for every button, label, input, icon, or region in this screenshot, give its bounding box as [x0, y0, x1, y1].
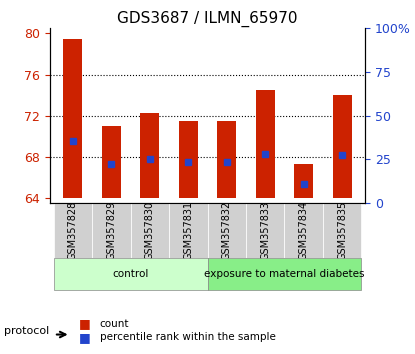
Bar: [140, 113, 159, 198]
Text: ■: ■: [79, 331, 90, 344]
Text: percentile rank within the sample: percentile rank within the sample: [100, 332, 276, 342]
Text: protocol: protocol: [4, 326, 49, 336]
Text: GSM357834: GSM357834: [299, 201, 309, 260]
FancyBboxPatch shape: [323, 203, 361, 258]
FancyBboxPatch shape: [246, 203, 284, 258]
Title: GDS3687 / ILMN_65970: GDS3687 / ILMN_65970: [117, 11, 298, 27]
Text: count: count: [100, 319, 129, 329]
Text: GSM357835: GSM357835: [337, 201, 347, 260]
FancyBboxPatch shape: [169, 203, 208, 258]
FancyBboxPatch shape: [54, 258, 208, 290]
Text: GSM357829: GSM357829: [106, 201, 116, 260]
Text: GSM357831: GSM357831: [183, 201, 193, 260]
Bar: [294, 164, 313, 198]
Text: ■: ■: [79, 318, 90, 330]
FancyBboxPatch shape: [284, 203, 323, 258]
Bar: [217, 121, 237, 198]
Text: control: control: [112, 269, 149, 279]
Bar: [256, 90, 275, 198]
FancyBboxPatch shape: [208, 203, 246, 258]
Text: GSM357828: GSM357828: [68, 201, 78, 260]
Bar: [332, 95, 352, 198]
Text: GSM357830: GSM357830: [145, 201, 155, 260]
Bar: [178, 121, 198, 198]
FancyBboxPatch shape: [54, 203, 92, 258]
FancyBboxPatch shape: [92, 203, 131, 258]
Bar: [102, 126, 121, 198]
FancyBboxPatch shape: [208, 258, 361, 290]
Text: GSM357833: GSM357833: [260, 201, 270, 260]
Bar: [63, 39, 83, 198]
Text: GSM357832: GSM357832: [222, 201, 232, 260]
Text: exposure to maternal diabetes: exposure to maternal diabetes: [204, 269, 365, 279]
FancyBboxPatch shape: [131, 203, 169, 258]
